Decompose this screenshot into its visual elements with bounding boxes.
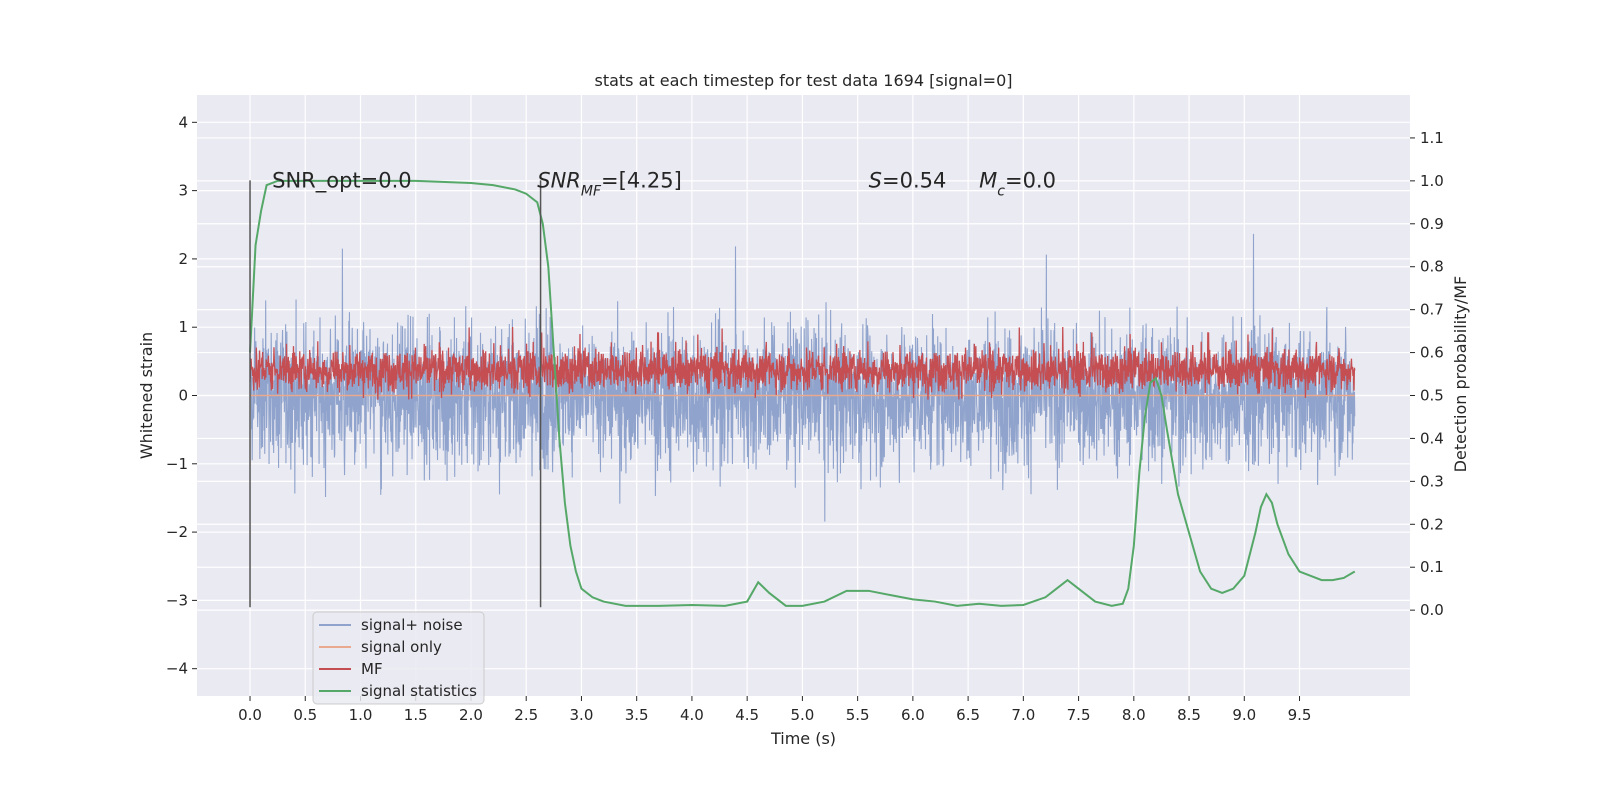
annotation-layer: SNR_opt=0.0 SNRMF=[4.25] S=0.54 Mc=0.0 [272, 168, 1056, 199]
annotation-text: SNRMF=[4.25] [537, 168, 682, 199]
y-right-tick-label: 0.3 [1420, 472, 1444, 490]
y-right-tick-label: 0.4 [1420, 429, 1444, 447]
legend: signal+ noise signal only MF signal statist… [312, 611, 485, 705]
y-left-tick-label: 3 [178, 182, 188, 200]
chart-title: stats at each timestep for test data 169… [594, 71, 1012, 90]
x-tick-label: 5.5 [846, 706, 870, 724]
x-tick-label: 8.5 [1177, 706, 1201, 724]
annotation-text: Mc=0.0 [979, 168, 1056, 199]
x-tick-label: 5.0 [790, 706, 814, 724]
y-left-tick-label: 4 [178, 113, 188, 131]
annotation-part: M [979, 168, 997, 192]
annotation-part: =0.54 [882, 168, 946, 192]
x-tick-label: 7.0 [1011, 706, 1035, 724]
x-tick-label: 7.5 [1067, 706, 1091, 724]
y-right-tick-label: 0.5 [1420, 387, 1444, 405]
annotation-part: c [997, 183, 1005, 199]
y-left-tick-label: 0 [178, 387, 188, 405]
y-left-tick-label: −1 [166, 455, 188, 473]
x-tick-label: 0.0 [238, 706, 262, 724]
x-tick-label: 6.5 [956, 706, 980, 724]
y-right-tick-label: 0.2 [1420, 515, 1444, 533]
x-tick-label: 2.5 [514, 706, 538, 724]
y-right-tick-label: 1.1 [1420, 129, 1444, 147]
x-tick-label: 9.0 [1232, 706, 1256, 724]
x-tick-label: 3.5 [625, 706, 649, 724]
annotation-part: S [869, 168, 882, 192]
annotation-part: MF [581, 183, 602, 199]
annotation-text: S=0.54 [869, 168, 947, 192]
legend-label: signal+ noise [361, 616, 463, 634]
x-tick-label: 2.0 [459, 706, 483, 724]
legend-label: signal only [361, 638, 442, 656]
x-tick-label: 1.0 [349, 706, 373, 724]
legend-box [312, 611, 485, 705]
y-right-tick-label: 0.6 [1420, 344, 1444, 362]
x-tick-label: 0.5 [293, 706, 317, 724]
annotation-part: SNR [537, 168, 581, 192]
x-tick-label: 6.0 [901, 706, 925, 724]
x-tick-label: 4.0 [680, 706, 704, 724]
x-tick-label: 8.0 [1122, 706, 1146, 724]
x-tick-label: 1.5 [404, 706, 428, 724]
y-axis-left-label: Whitened strain [137, 332, 156, 459]
y-left-tick-label: 1 [178, 318, 188, 336]
legend-label: MF [361, 660, 383, 678]
y-left-tick-label: −3 [166, 591, 188, 609]
y-right-tick-label: 0.9 [1420, 215, 1444, 233]
annotation-part: =0.0 [1005, 168, 1056, 192]
y-right-tick-label: 0.0 [1420, 601, 1444, 619]
y-left-tick-label: −4 [166, 660, 188, 678]
y-left-tick-label: 2 [178, 250, 188, 268]
x-axis-label: Time (s) [770, 729, 836, 748]
y-axis-right-label: Detection probability/MF [1451, 276, 1470, 473]
marker-lines [249, 180, 542, 608]
axis-layer: 0.0 0.5 1.0 1.5 2.0 2.5 3.0 3.5 4.0 4.5 5.0 5.5 6.0 6… [166, 113, 1444, 724]
y-right-tick-label: 0.7 [1420, 301, 1444, 319]
y-right-tick-label: 0.1 [1420, 558, 1444, 576]
annotation-part: SNR_opt=0.0 [272, 168, 412, 193]
x-tick-label: 3.0 [570, 706, 594, 724]
legend-label: signal statistics [361, 682, 477, 700]
x-tick-label: 9.5 [1288, 706, 1312, 724]
y-left-tick-label: −2 [166, 523, 188, 541]
y-right-tick-label: 0.8 [1420, 258, 1444, 276]
annotation-part: =[4.25] [601, 168, 682, 192]
series-mf [249, 327, 1356, 400]
annotation-text: SNR_opt=0.0 [272, 168, 412, 193]
x-tick-label: 4.5 [735, 706, 759, 724]
y-right-tick-label: 1.0 [1420, 172, 1444, 190]
